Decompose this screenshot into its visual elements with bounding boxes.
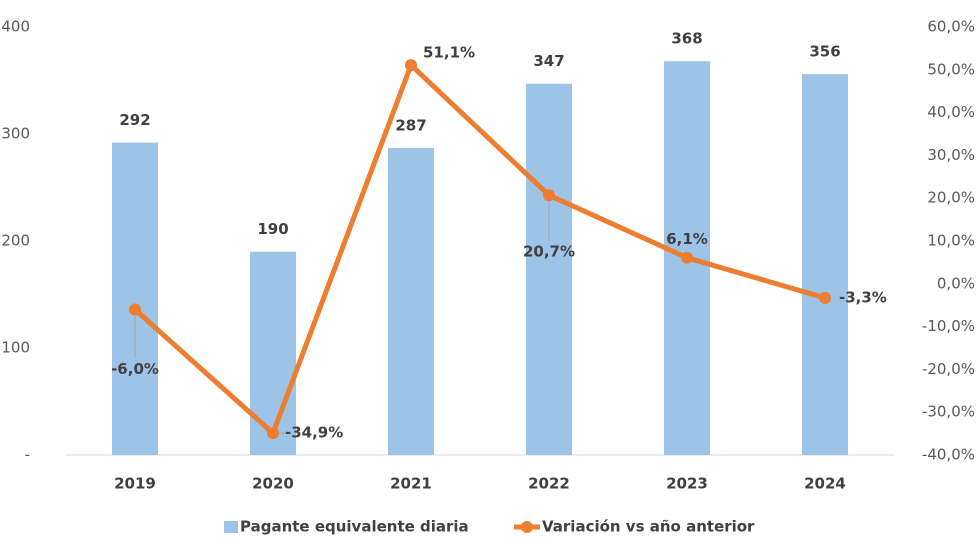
y-tick-label: 100 [1, 339, 30, 357]
y2-tick-label: -10,0% [922, 317, 975, 335]
y-tick-label: 200 [1, 232, 30, 250]
data-label: 347 [533, 52, 564, 70]
x-tick-label: 2023 [666, 475, 708, 493]
data-label: 20,7% [523, 243, 575, 261]
line-point [543, 189, 555, 202]
data-label: 368 [671, 30, 702, 48]
data-label: -3,3% [839, 288, 887, 306]
y2-tick-label: 0,0% [937, 274, 975, 292]
bar [388, 147, 434, 455]
legend-swatch [224, 521, 238, 533]
data-label: 190 [257, 220, 288, 238]
y2-tick-label: 10,0% [927, 232, 975, 250]
line-point [129, 303, 141, 316]
data-label: 6,1% [666, 230, 708, 248]
x-tick-label: 2022 [528, 475, 570, 493]
x-tick-label: 2019 [114, 475, 156, 493]
y2-tick-label: 20,0% [927, 189, 975, 207]
line-point [405, 59, 417, 72]
y2-tick-label: -20,0% [922, 360, 975, 378]
y2-tick-label: 40,0% [927, 103, 975, 121]
line-point [819, 291, 831, 304]
y-tick-label: 400 [1, 18, 30, 36]
bar [526, 83, 572, 456]
legend-label: Variación vs año anterior [542, 518, 755, 536]
y2-tick-label: 60,0% [927, 18, 975, 36]
data-label: 292 [119, 111, 150, 129]
x-tick-label: 2021 [390, 475, 432, 493]
y2-tick-label: -30,0% [922, 403, 975, 421]
data-label: 287 [395, 116, 426, 134]
line-point [681, 251, 693, 264]
y2-tick-label: 30,0% [927, 146, 975, 164]
y2-tick-label: 50,0% [927, 60, 975, 78]
legend-swatch [521, 521, 533, 533]
legend-label: Pagante equivalente diaria [240, 518, 469, 536]
y-tick-label: 300 [1, 125, 30, 143]
data-label: 356 [809, 43, 840, 61]
data-label: -6,0% [111, 360, 159, 378]
y2-tick-label: -40,0% [922, 446, 975, 464]
line [133, 62, 826, 436]
bar [802, 74, 848, 455]
bar [112, 142, 158, 455]
x-tick-label: 2024 [804, 475, 846, 493]
x-tick-label: 2020 [252, 475, 294, 493]
line-point [267, 427, 279, 440]
y-tick-label: - [25, 446, 30, 464]
data-label: 51,1% [423, 44, 475, 62]
data-label: -34,9% [285, 424, 343, 442]
